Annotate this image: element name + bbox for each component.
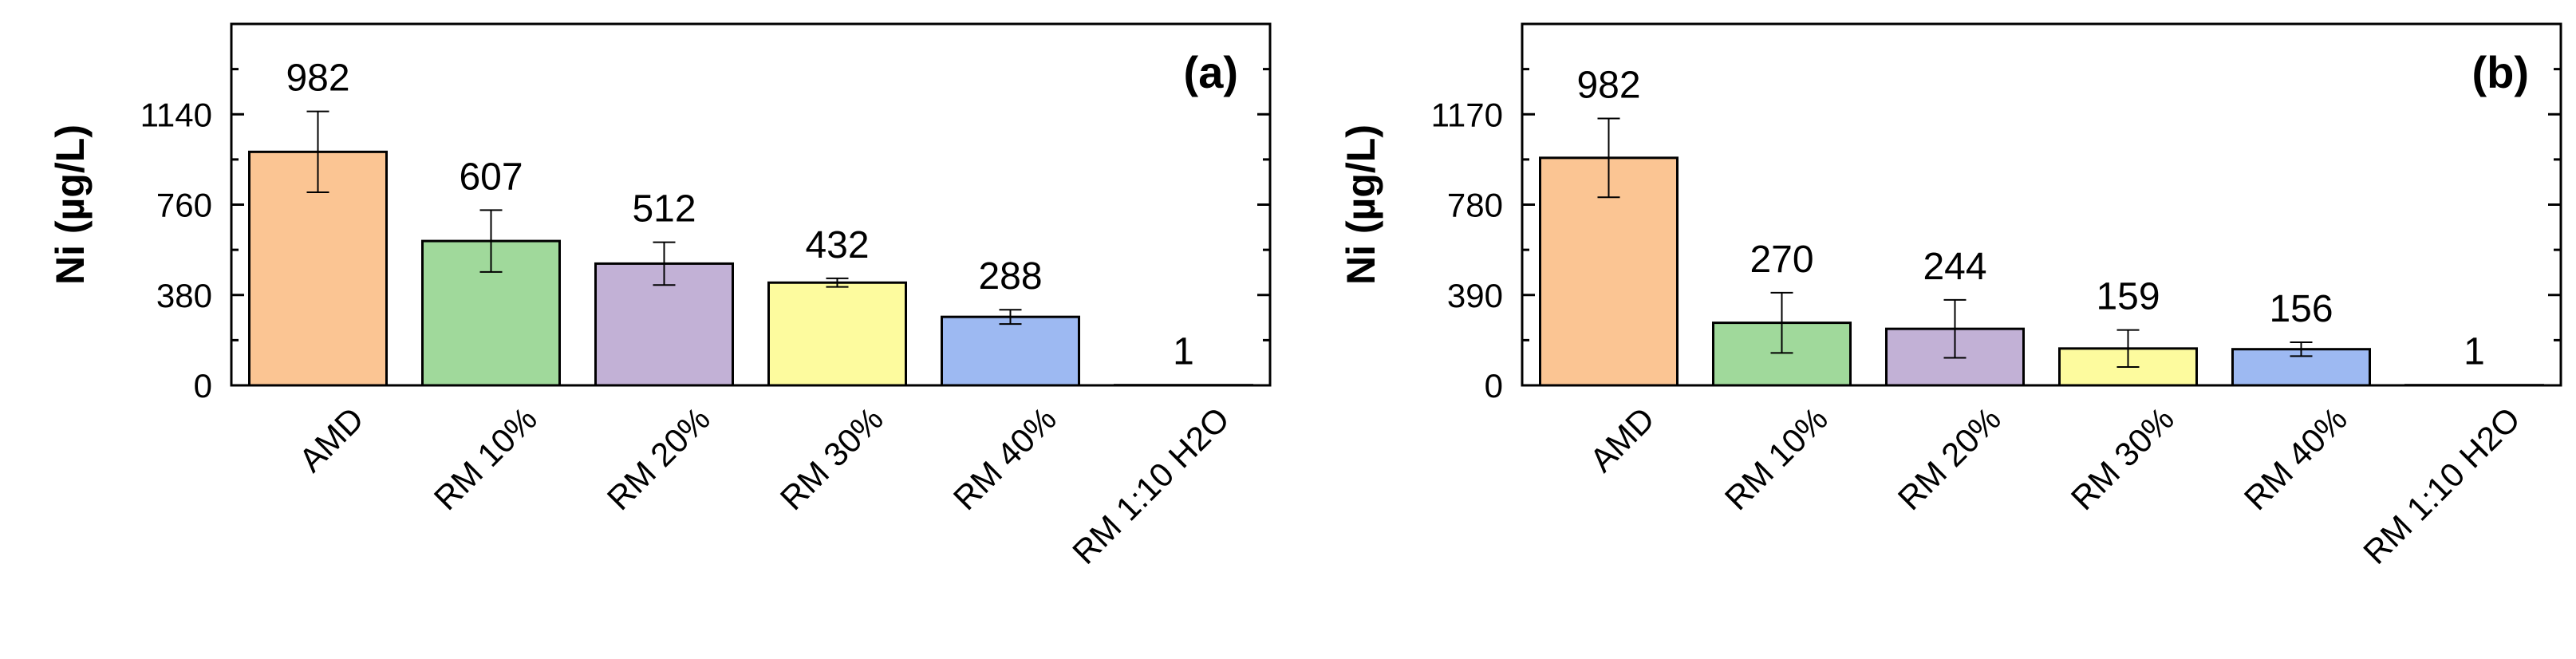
data-label: 1 xyxy=(2464,331,2485,373)
data-label: 288 xyxy=(978,255,1042,298)
y-tick-label: 760 xyxy=(156,187,212,224)
x-category-label: RM 1:10 H2O xyxy=(1065,400,1237,571)
data-label: 512 xyxy=(632,188,696,231)
y-tick-label: 0 xyxy=(194,367,212,404)
x-category-label: RM 30% xyxy=(773,400,890,517)
data-label: 432 xyxy=(805,224,869,266)
chart-panel-b: 0 390 780 1170 Ni (µg/L) (b) 982 AMD 270 RM 10% 24… xyxy=(1339,22,2562,571)
x-category-label: RM 20% xyxy=(1891,400,2008,517)
x-category-label: AMD xyxy=(1583,400,1662,479)
x-category-label: RM 40% xyxy=(946,400,1063,517)
bar-rm-30- xyxy=(767,281,907,387)
bar-rm-40- xyxy=(2231,348,2371,387)
error-bar xyxy=(1943,298,1967,359)
error-bar xyxy=(826,277,849,288)
data-label: 982 xyxy=(1576,64,1640,106)
error-bar xyxy=(999,309,1022,326)
x-category-label: RM 40% xyxy=(2237,400,2354,517)
y-axis-label: Ni (µg/L) xyxy=(1339,124,1383,285)
y-tick-label: 1140 xyxy=(140,96,212,133)
data-label: 1 xyxy=(1173,331,1194,373)
error-bar xyxy=(653,241,676,286)
y-tick-label: 0 xyxy=(1485,367,1503,404)
data-label: 270 xyxy=(1750,239,1813,281)
data-label: 244 xyxy=(1923,246,1986,288)
error-bar xyxy=(2116,329,2140,369)
y-tick-label: 780 xyxy=(1447,187,1503,224)
x-category-label: AMD xyxy=(292,400,371,479)
y-tick-label: 1170 xyxy=(1431,96,1503,133)
data-label: 607 xyxy=(459,156,523,198)
y-axis-label: Ni (µg/L) xyxy=(48,124,93,285)
panel-label: (a) xyxy=(1184,47,1238,97)
error-bar xyxy=(1770,291,1793,354)
error-bar xyxy=(479,209,503,273)
bar-rm-40- xyxy=(941,315,1080,387)
y-tick-label: 390 xyxy=(1447,277,1503,314)
error-bar xyxy=(2290,341,2313,357)
y-tick-label: 380 xyxy=(156,277,212,314)
x-category-label: RM 10% xyxy=(427,400,544,517)
data-label: 159 xyxy=(2096,276,2160,318)
data-label: 982 xyxy=(286,57,349,100)
data-label: 156 xyxy=(2269,288,2333,330)
x-category-label: RM 1:10 H2O xyxy=(2356,400,2527,571)
error-bar xyxy=(1597,117,1620,199)
x-category-label: RM 30% xyxy=(2064,400,2181,517)
error-bar xyxy=(306,110,329,194)
x-category-label: RM 20% xyxy=(600,400,717,517)
chart-panel-a: 0 380 760 1140 Ni (µg/L) (a) 982 AMD 607 RM 10% 51… xyxy=(48,22,1272,571)
x-category-label: RM 10% xyxy=(1718,400,1835,517)
panel-label: (b) xyxy=(2471,47,2529,97)
